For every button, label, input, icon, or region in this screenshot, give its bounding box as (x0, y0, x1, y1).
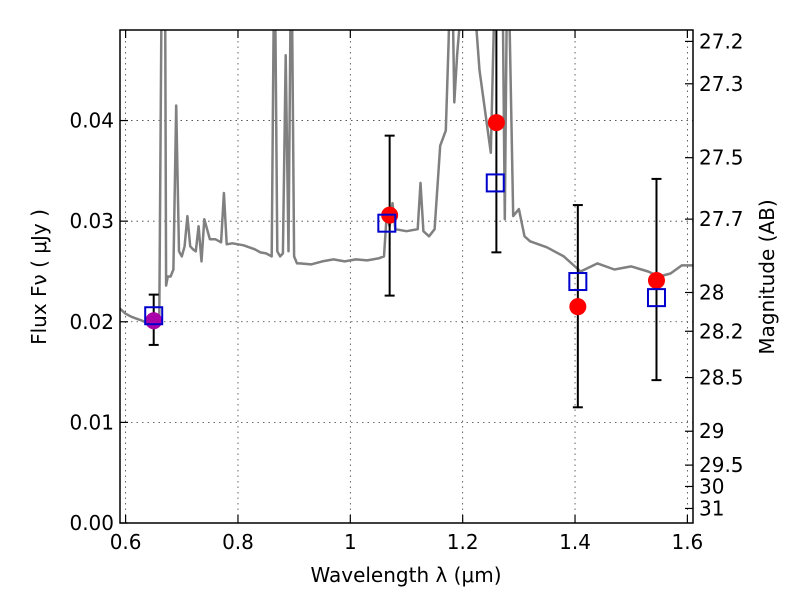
x-tick-label: 1.2 (447, 530, 479, 554)
y2-axis-label: Magnitude (AB) (755, 199, 779, 354)
grid (120, 30, 693, 523)
model-point (144, 306, 164, 326)
y-tick-label: 0.03 (69, 209, 114, 233)
x-tick-label: 1.4 (559, 530, 591, 554)
observed-point (145, 312, 163, 330)
y-tick-label: 0.04 (69, 109, 114, 133)
axis-ticks: 0.6 0.8 1 1.2 1.4 1.6 0.00 0.01 0.02 0.03 0.04 27.2… (69, 29, 743, 554)
mag-tick-label: 27.5 (699, 146, 744, 170)
mag-tick-label: 29 (699, 419, 724, 443)
mag-tick-label: 27.2 (699, 29, 744, 53)
y-axis-label: Flux Fν ( μJy ) (27, 209, 51, 345)
y-tick-label: 0.00 (69, 511, 114, 535)
mag-tick-label: 28.2 (699, 319, 744, 343)
x-axis-label: Wavelength λ (μm) (310, 563, 501, 587)
plot-frame (119, 29, 694, 524)
mag-tick-label: 29.5 (699, 453, 744, 477)
x-tick-label: 0.6 (110, 530, 142, 554)
model-point (485, 173, 505, 193)
y-tick-label: 0.02 (69, 310, 114, 334)
x-tick-label: 1.6 (671, 530, 703, 554)
y-tick-label: 0.01 (69, 410, 114, 434)
model-point (646, 288, 666, 308)
observed-point (487, 114, 505, 132)
plot-area (120, 30, 693, 409)
x-tick-label: 1 (344, 530, 357, 554)
mag-tick-label: 30 (699, 474, 724, 498)
mag-tick-label: 31 (699, 496, 724, 520)
observed-point (569, 298, 587, 316)
mag-tick-label: 28.5 (699, 366, 744, 390)
mag-tick-label: 27.3 (699, 72, 744, 96)
x-tick-label: 0.8 (222, 530, 254, 554)
spectrum-line (120, 30, 693, 326)
mag-tick-label: 27.7 (699, 207, 744, 231)
observed-point (647, 272, 665, 290)
model-point (568, 272, 588, 292)
model-point (377, 213, 397, 233)
mag-tick-label: 28 (699, 280, 724, 304)
